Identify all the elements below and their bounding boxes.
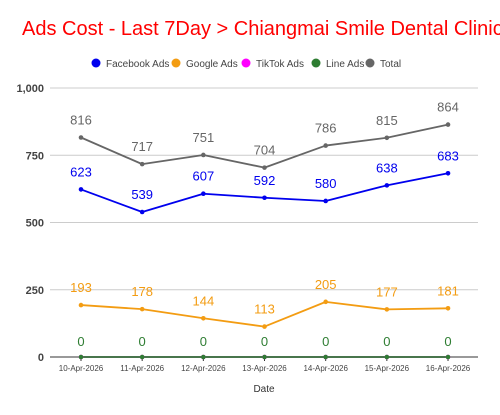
x-tick-label: 12-Apr-2026: [181, 364, 226, 373]
data-point: [201, 354, 206, 360]
x-tick-label: 11-Apr-2026: [120, 364, 164, 373]
data-point: [139, 209, 145, 215]
y-tick-label: 1,000: [16, 83, 44, 95]
data-label: 607: [192, 169, 214, 184]
y-tick-label: 250: [26, 285, 44, 297]
x-tick-label: 13-Apr-2026: [242, 364, 287, 373]
data-point: [384, 183, 390, 188]
data-label: 193: [70, 280, 92, 295]
x-axis-title: Date: [253, 384, 275, 395]
data-label: 177: [376, 284, 398, 299]
data-point: [139, 306, 145, 312]
data-point: [262, 354, 267, 360]
data-point: [323, 354, 328, 360]
data-label: 683: [437, 148, 459, 163]
data-point: [201, 191, 206, 197]
data-label: 539: [131, 187, 153, 202]
data-point: [445, 170, 451, 176]
legend-label: Facebook Ads: [106, 59, 169, 70]
data-point: [201, 152, 206, 158]
data-label: 205: [315, 277, 337, 292]
x-tick-label: 16-Apr-2026: [426, 364, 471, 373]
data-label: 638: [376, 160, 398, 175]
data-label: 144: [192, 293, 214, 308]
data-label: 751: [192, 130, 214, 145]
data-label: 0: [444, 334, 451, 349]
data-label: 704: [254, 143, 276, 158]
data-label: 623: [70, 164, 92, 179]
data-point: [262, 324, 267, 329]
legend-label: TikTok Ads: [256, 59, 304, 70]
data-point: [78, 354, 84, 360]
chart-title: Ads Cost - Last 7Day > Chiangmai Smile D…: [22, 18, 500, 40]
data-label: 0: [383, 334, 390, 349]
legend-label: Total: [380, 59, 401, 70]
data-label: 0: [261, 334, 268, 349]
legend-marker: [241, 58, 251, 68]
data-point: [445, 122, 451, 127]
data-point: [384, 135, 390, 141]
data-label: 580: [315, 176, 337, 191]
data-label: 178: [131, 284, 153, 299]
legend-marker: [171, 58, 181, 68]
x-tick-label: 15-Apr-2026: [365, 364, 410, 373]
data-label: 864: [437, 100, 459, 115]
data-label: 181: [437, 283, 459, 298]
data-label: 0: [200, 334, 207, 349]
y-tick-label: 750: [26, 150, 44, 162]
y-tick-label: 500: [26, 218, 44, 230]
data-point: [384, 307, 390, 312]
data-point: [323, 198, 328, 204]
x-tick-label: 10-Apr-2026: [59, 364, 104, 373]
data-label: 113: [254, 302, 275, 317]
data-point: [445, 354, 451, 360]
data-point: [445, 306, 451, 311]
legend-label: Line Ads: [326, 59, 364, 70]
data-point: [323, 299, 328, 305]
data-label: 786: [315, 121, 337, 136]
data-label: 0: [139, 334, 146, 349]
data-point: [262, 165, 267, 170]
data-point: [78, 187, 84, 192]
legend-marker: [91, 58, 101, 68]
data-point: [78, 135, 84, 140]
legend-marker: [311, 58, 321, 68]
data-label: 815: [376, 113, 398, 128]
data-point: [139, 161, 145, 167]
data-label: 0: [322, 334, 329, 349]
data-label: 0: [77, 334, 84, 349]
y-tick-label: 0: [38, 352, 44, 364]
data-point: [78, 302, 84, 308]
data-point: [201, 315, 206, 321]
data-label: 592: [254, 173, 276, 188]
data-point: [323, 143, 328, 148]
legend-marker: [365, 58, 375, 68]
legend-label: Google Ads: [186, 59, 238, 70]
data-label: 717: [131, 139, 153, 154]
data-point: [384, 354, 390, 360]
x-tick-label: 14-Apr-2026: [303, 364, 348, 373]
data-point: [262, 195, 267, 201]
data-label: 816: [70, 112, 92, 127]
data-point: [139, 354, 145, 360]
